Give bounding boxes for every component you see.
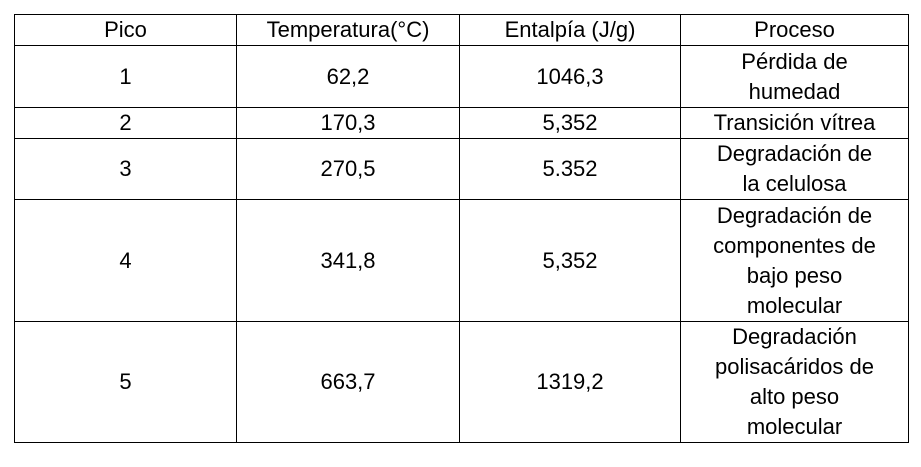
table-cell: 3 [14,138,237,200]
table-body: Pico Temperatura(°C) Entalpía (J/g) Proceso… [14,14,909,443]
table-cell: 1046,3 [459,45,681,108]
table-cell: 4 [14,199,237,322]
cell-line: la celulosa [742,171,847,196]
cell-line: polisacáridos de [715,354,874,379]
header-row: Pico Temperatura(°C) Entalpía (J/g) Proceso [14,14,909,46]
table-cell: 5,352 [459,107,681,139]
table-row: 5 663,7 1319,2 Degradación polisacáridos de a… [14,321,909,443]
cell-line: Degradación de [716,141,873,166]
table-cell: Degradación de la celulosa [680,138,909,200]
cell-line: alto peso [749,384,840,409]
cell-line: molecular [746,414,843,439]
cell-line: Degradación [732,324,857,349]
header-cell: Temperatura(°C) [236,14,460,46]
cell-line: componentes de [713,232,876,258]
table-cell: Transición vítrea [680,107,909,139]
data-table: Pico Temperatura(°C) Entalpía (J/g) Proceso… [14,14,909,443]
cell-line: Degradación de [716,202,873,228]
table-cell: 5,352 [459,199,681,322]
table-row: 4 341,8 5,352 Degradación de componentes de b… [14,199,909,322]
cell-line: Transición vítrea [713,110,876,135]
table-cell: Degradación de componentes de bajo peso mol… [680,199,909,322]
table-cell: 62,2 [236,45,460,108]
table-row: 2 170,3 5,352 Transición vítrea [14,107,909,139]
header-cell: Pico [14,14,237,46]
table-cell: 1 [14,45,237,108]
header-cell: Entalpía (J/g) [459,14,681,46]
cell-line: bajo peso [746,262,843,288]
table-cell: 663,7 [236,321,460,443]
header-cell: Proceso [680,14,909,46]
table-cell: 341,8 [236,199,460,322]
cell-line: molecular [746,292,843,318]
table-cell: 5.352 [459,138,681,200]
table-cell: 1319,2 [459,321,681,443]
table-cell: Pérdida de humedad [680,45,909,108]
cell-line: humedad [748,78,841,104]
table-row: 3 270,5 5.352 Degradación de la celulosa [14,138,909,200]
table-cell: Degradación polisacáridos de alto peso mole… [680,321,909,443]
table-cell: 170,3 [236,107,460,139]
cell-line: Pérdida de [741,48,848,74]
table-cell: 5 [14,321,237,443]
table-row: 1 62,2 1046,3 Pérdida de humedad [14,45,909,108]
table-cell: 270,5 [236,138,460,200]
table-cell: 2 [14,107,237,139]
